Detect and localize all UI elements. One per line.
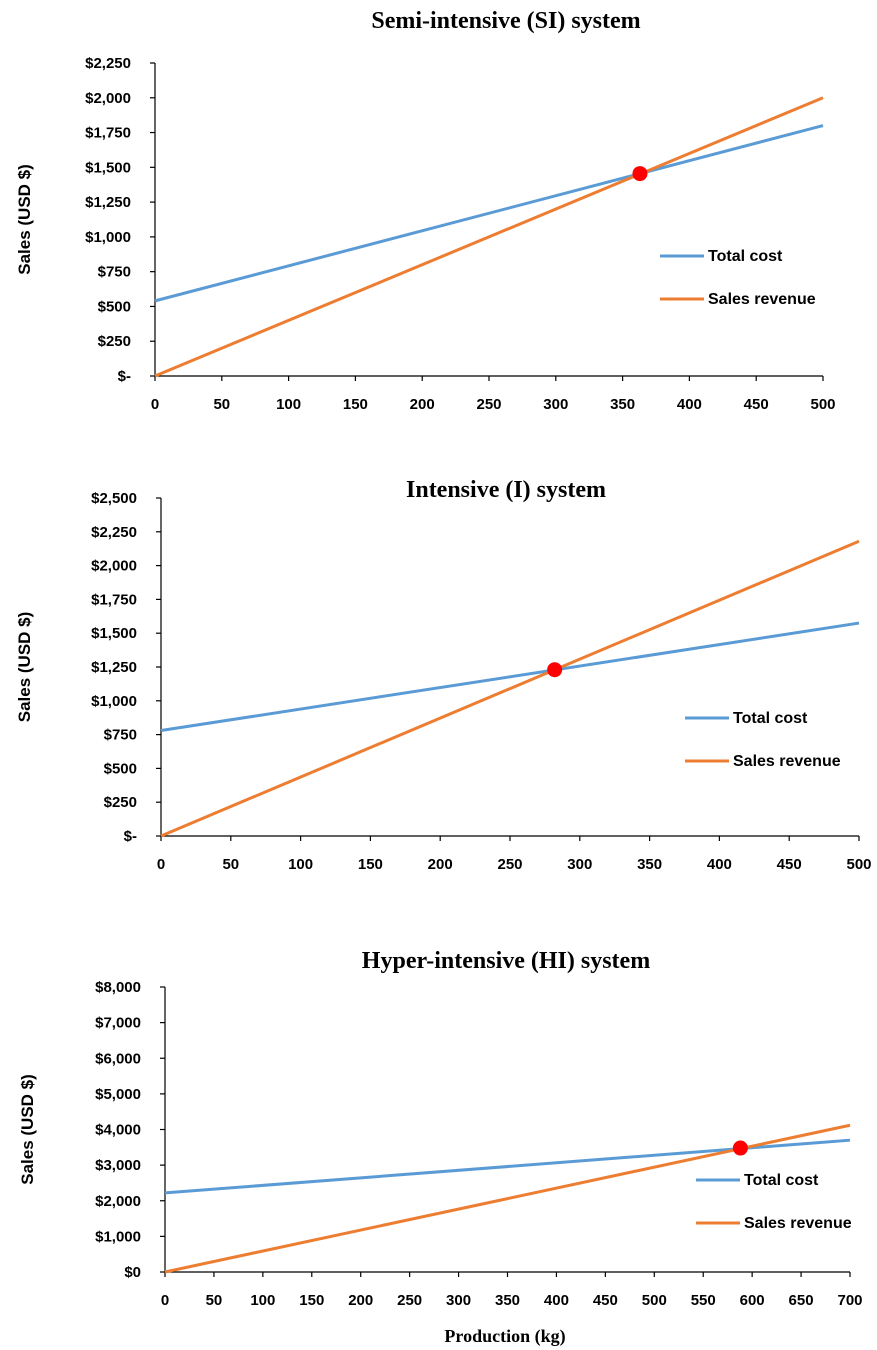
x-tick-label: 150	[358, 856, 383, 873]
chart-title: Hyper-intensive (HI) system	[362, 948, 650, 974]
y-tick-label: $2,250	[91, 524, 137, 541]
i-system-chart: Intensive (I) system Sales (USD $) $- $250 $…	[15, 477, 872, 873]
x-tick-label: 150	[299, 1292, 324, 1309]
x-tick-label: 100	[250, 1292, 275, 1309]
x-tick-label: 250	[497, 856, 522, 873]
y-tick-label: $1,000	[95, 1228, 141, 1245]
hi-system-chart: Hyper-intensive (HI) system Sales (USD $)…	[18, 948, 863, 1309]
y-tick-label: $7,000	[95, 1015, 141, 1032]
break-even-point	[732, 1140, 748, 1156]
total-cost-line	[154, 124, 824, 303]
x-tick-label: 50	[206, 1292, 223, 1309]
y-tick-label: $1,000	[85, 229, 131, 246]
x-tick-label: 200	[410, 396, 435, 413]
x-tick-label: 450	[744, 396, 769, 413]
y-tick-label: $5,000	[95, 1086, 141, 1103]
x-tick-label: 600	[740, 1292, 765, 1309]
sales-revenue-line	[160, 539, 860, 838]
x-tick-label: 350	[637, 856, 662, 873]
y-tick-label: $1,250	[91, 659, 137, 676]
x-tick-label: 350	[495, 1292, 520, 1309]
x-tick-label: 150	[343, 396, 368, 413]
chart-title: Intensive (I) system	[406, 477, 606, 503]
y-tick-label: $2,000	[85, 90, 131, 107]
x-tick-label: 50	[213, 396, 230, 413]
y-tick-label: $1,250	[85, 194, 131, 211]
y-tick-label: $2,000	[95, 1193, 141, 1210]
x-tick-label: 200	[348, 1292, 373, 1309]
legend-total-cost-label: Total cost	[744, 1172, 819, 1189]
y-tick-label: $750	[98, 264, 131, 281]
sales-revenue-line	[154, 96, 824, 378]
x-tick-label: 500	[642, 1292, 667, 1309]
legend-sales-revenue-label: Sales revenue	[733, 753, 841, 770]
legend-sales-revenue-label: Sales revenue	[708, 291, 816, 308]
x-tick-label: 700	[837, 1292, 862, 1309]
y-tick-label: $8,000	[95, 979, 141, 996]
y-tick-label: $1,750	[85, 125, 131, 142]
x-tick-label: 300	[567, 856, 592, 873]
x-tick-label: 450	[593, 1292, 618, 1309]
y-axis-title: Sales (USD $)	[15, 612, 34, 723]
y-tick-label: $1,750	[91, 591, 137, 608]
si-system-chart: Semi-intensive (SI) system Sales (USD $) $…	[15, 8, 836, 413]
total-cost-line	[160, 621, 860, 733]
y-tick-label: $1,000	[91, 693, 137, 710]
y-tick-label: $3,000	[95, 1157, 141, 1174]
y-tick-label: $0	[124, 1264, 141, 1281]
x-tick-label: 100	[276, 396, 301, 413]
y-tick-label: $1,500	[85, 159, 131, 176]
x-tick-label: 200	[428, 856, 453, 873]
x-tick-label: 250	[476, 396, 501, 413]
x-tick-label: 0	[151, 396, 159, 413]
y-tick-label: $250	[104, 794, 137, 811]
x-tick-label: 550	[691, 1292, 716, 1309]
x-tick-label: 350	[610, 396, 635, 413]
y-axis-title: Sales (USD $)	[18, 1074, 37, 1185]
y-tick-label: $2,250	[85, 55, 131, 72]
y-tick-label: $-	[118, 368, 131, 385]
x-axis-title: Production (kg)	[444, 1326, 565, 1347]
y-axis-title: Sales (USD $)	[15, 164, 34, 275]
y-tick-label: $500	[104, 760, 137, 777]
break-even-point	[632, 166, 648, 182]
x-tick-label: 500	[846, 856, 871, 873]
x-tick-label: 0	[161, 1292, 169, 1309]
y-tick-label: $250	[98, 333, 131, 350]
x-tick-label: 450	[777, 856, 802, 873]
x-tick-label: 500	[810, 396, 835, 413]
break-even-point	[547, 662, 563, 678]
x-tick-label: 650	[789, 1292, 814, 1309]
x-tick-label: 400	[707, 856, 732, 873]
legend-total-cost-label: Total cost	[708, 248, 783, 265]
x-tick-label: 400	[544, 1292, 569, 1309]
x-tick-label: 400	[677, 396, 702, 413]
x-tick-label: 300	[446, 1292, 471, 1309]
x-tick-label: 0	[157, 856, 165, 873]
y-tick-label: $4,000	[95, 1122, 141, 1139]
x-tick-label: 100	[288, 856, 313, 873]
x-tick-label: 50	[222, 856, 239, 873]
x-tick-label: 250	[397, 1292, 422, 1309]
y-tick-label: $2,500	[91, 490, 137, 507]
y-tick-label: $750	[104, 727, 137, 744]
x-tick-label: 300	[543, 396, 568, 413]
legend-sales-revenue-label: Sales revenue	[744, 1215, 852, 1232]
y-tick-label: $1,500	[91, 625, 137, 642]
y-tick-label: $500	[98, 298, 131, 315]
legend-total-cost-label: Total cost	[733, 710, 808, 727]
y-tick-label: $2,000	[91, 558, 137, 575]
y-tick-label: $6,000	[95, 1050, 141, 1067]
y-tick-label: $-	[124, 828, 137, 845]
chart-title: Semi-intensive (SI) system	[371, 8, 640, 34]
